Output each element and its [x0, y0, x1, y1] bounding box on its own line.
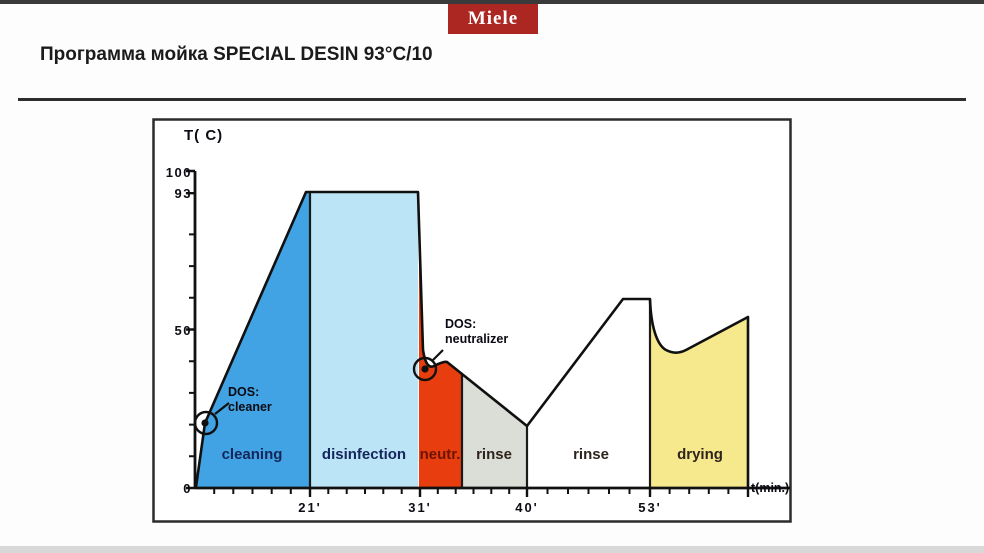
- dos-cleaner-annotation: DOS: cleaner: [228, 385, 272, 415]
- phase-area-disinfection: [310, 192, 418, 487]
- axis-minor-ticks: [189, 233, 730, 494]
- phase-area-neutralization: [419, 192, 462, 487]
- dos-neutralizer-marker-dot: [421, 365, 429, 373]
- y-tick-label-93: 93: [174, 186, 192, 201]
- dos-cleaner-marker-circle: [193, 410, 219, 436]
- phase-label-disinfection: disinfection: [321, 446, 407, 463]
- dos-neutralizer-annotation: DOS: neutralizer: [445, 317, 508, 347]
- bottom-edge-bar: [0, 546, 984, 553]
- dos-neutralizer-pointer-line: [432, 349, 444, 361]
- miele-logo: Miele: [448, 4, 538, 34]
- page-title: Программа мойка SPECIAL DESIN 93°C/10: [40, 44, 433, 65]
- title-divider: [18, 98, 966, 101]
- top-edge-bar: [0, 0, 984, 4]
- x-tick-label-53: 53': [638, 500, 662, 515]
- dos-cleaner-annotation-line1: DOS:: [228, 385, 260, 399]
- x-tick-label-40: 40': [515, 500, 539, 515]
- phase-area-drying: [650, 299, 748, 487]
- phase-label-rinse-1: rinse: [476, 446, 512, 463]
- phase-label-neutralization: neutr.: [419, 446, 461, 463]
- dos-neutralizer-annotation-line2: neutralizer: [445, 332, 509, 346]
- phase-area-rinse-2: [527, 299, 650, 487]
- x-axis-title: t(min.): [751, 481, 790, 495]
- phase-boundaries: [308, 192, 652, 487]
- x-tick-label-21: 21': [298, 500, 322, 515]
- y-tick-label-100: 100: [165, 165, 192, 180]
- dos-cleaner-pointer-line: [214, 402, 230, 415]
- dos-cleaner-marker-dot: [201, 419, 209, 427]
- phase-area-rinse-1: [462, 374, 527, 487]
- x-tick-label-31: 31': [408, 500, 432, 515]
- y-tick-label-50: 50: [174, 323, 192, 338]
- dos-cleaner-annotation-line2: cleaner: [228, 400, 272, 414]
- dos-neutralizer-marker-circle: [412, 356, 438, 382]
- phase-label-drying: drying: [677, 446, 723, 463]
- axis-major-ticks: [186, 169, 750, 497]
- phase-area-cleaning: [196, 192, 310, 487]
- chart-svg: [152, 118, 792, 523]
- temperature-curve: [194, 190, 750, 488]
- y-tick-label-0: 0: [183, 481, 192, 496]
- dos-neutralizer-annotation-line1: DOS:: [445, 317, 477, 331]
- phase-label-rinse-2: rinse: [573, 446, 609, 463]
- phase-label-cleaning: cleaning: [221, 446, 283, 463]
- y-axis-title: T( C): [184, 127, 224, 144]
